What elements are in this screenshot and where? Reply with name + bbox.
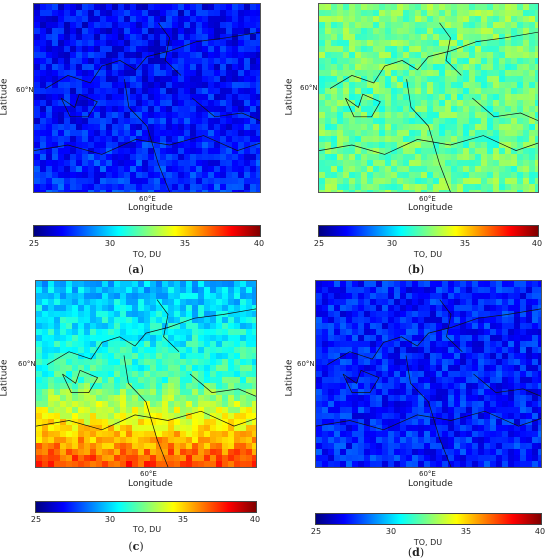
coastline-a-1 <box>60 93 98 118</box>
map-a[interactable] <box>33 3 261 193</box>
coastline-d-2 <box>316 410 541 431</box>
coastline-b-3 <box>406 79 451 192</box>
coastline-a-3 <box>124 79 170 192</box>
coastline-a-5 <box>191 97 260 121</box>
to-field-c <box>36 281 256 467</box>
ylabel-b: Latitude <box>284 78 295 116</box>
map-d[interactable] <box>315 280 542 468</box>
cbar-unit-c: TO, DU <box>132 525 162 534</box>
coastline-a-0 <box>45 31 260 89</box>
xlabel-a: Longitude <box>128 203 173 213</box>
coastline-c-2 <box>36 410 256 431</box>
ylabel-c: Latitude <box>0 359 10 397</box>
coastline-d-4 <box>439 299 463 352</box>
coastline-b-4 <box>439 22 462 76</box>
coastline-b-2 <box>319 135 538 155</box>
to-field-b <box>319 4 538 192</box>
coastline-a-4 <box>158 22 182 76</box>
cbar-unit-d: TO, DU <box>413 538 443 547</box>
cbar-unit-a: TO, DU <box>132 250 162 259</box>
coastline-d-1 <box>342 369 380 393</box>
ylabel-a: Latitude <box>0 78 10 116</box>
cbar-tick-d-3: 40 <box>534 527 546 536</box>
xlabel-c: Longitude <box>128 479 173 489</box>
ytick-b: 60°N <box>300 84 318 92</box>
to-field-a <box>34 4 260 192</box>
cbar-tick-b-1: 30 <box>386 239 398 248</box>
colorbar-c <box>35 501 257 513</box>
ylabel-d: Latitude <box>284 359 295 397</box>
cbar-tick-b-0: 25 <box>313 239 325 248</box>
cbar-tick-d-1: 30 <box>385 527 397 536</box>
coastline-a-2 <box>34 135 260 155</box>
cbar-tick-b-2: 35 <box>459 239 471 248</box>
coastline-c-1 <box>62 369 99 393</box>
cbar-tick-a-3: 40 <box>253 239 265 248</box>
cbar-tick-d-2: 35 <box>460 527 472 536</box>
cbar-unit-b: TO, DU <box>413 250 443 259</box>
cbar-tick-c-0: 25 <box>30 515 42 524</box>
cbar-tick-d-0: 25 <box>310 527 322 536</box>
coastline-b-5 <box>472 97 538 121</box>
caption-b: (b) <box>407 263 425 276</box>
coastline-c-3 <box>123 355 169 467</box>
cbar-tick-b-3: 40 <box>531 239 543 248</box>
coastline-b-1 <box>344 93 381 118</box>
coastline-d-3 <box>405 355 452 467</box>
ytick-c: 60°N <box>18 360 36 368</box>
coastline-c-4 <box>156 299 180 352</box>
cbar-tick-a-2: 35 <box>179 239 191 248</box>
coastline-d-5 <box>473 373 541 397</box>
colorbar-b <box>318 225 539 237</box>
map-b[interactable] <box>318 3 539 193</box>
xtick-a: 60°E <box>139 195 156 203</box>
cbar-tick-a-1: 30 <box>104 239 116 248</box>
colorbar-a <box>33 225 261 237</box>
coastline-c-5 <box>189 373 256 397</box>
caption-c: (c) <box>128 540 144 553</box>
caption-d: (d) <box>407 546 425 559</box>
xtick-b: 60°E <box>419 195 436 203</box>
coastline-b-0 <box>329 31 538 89</box>
xlabel-b: Longitude <box>408 203 453 213</box>
map-c[interactable] <box>35 280 257 468</box>
coastline-d-0 <box>327 308 541 366</box>
caption-a: (a) <box>128 263 144 276</box>
to-field-d <box>316 281 541 467</box>
colorbar-d <box>315 513 542 525</box>
xlabel-d: Longitude <box>408 479 453 489</box>
ytick-d: 60°N <box>297 360 315 368</box>
coastline-c-0 <box>46 308 256 366</box>
cbar-tick-a-0: 25 <box>28 239 40 248</box>
cbar-tick-c-1: 30 <box>104 515 116 524</box>
xtick-c: 60°E <box>140 470 157 478</box>
xtick-d: 60°E <box>419 470 436 478</box>
cbar-tick-c-3: 40 <box>249 515 261 524</box>
ytick-a: 60°N <box>16 86 34 94</box>
cbar-tick-c-2: 35 <box>177 515 189 524</box>
